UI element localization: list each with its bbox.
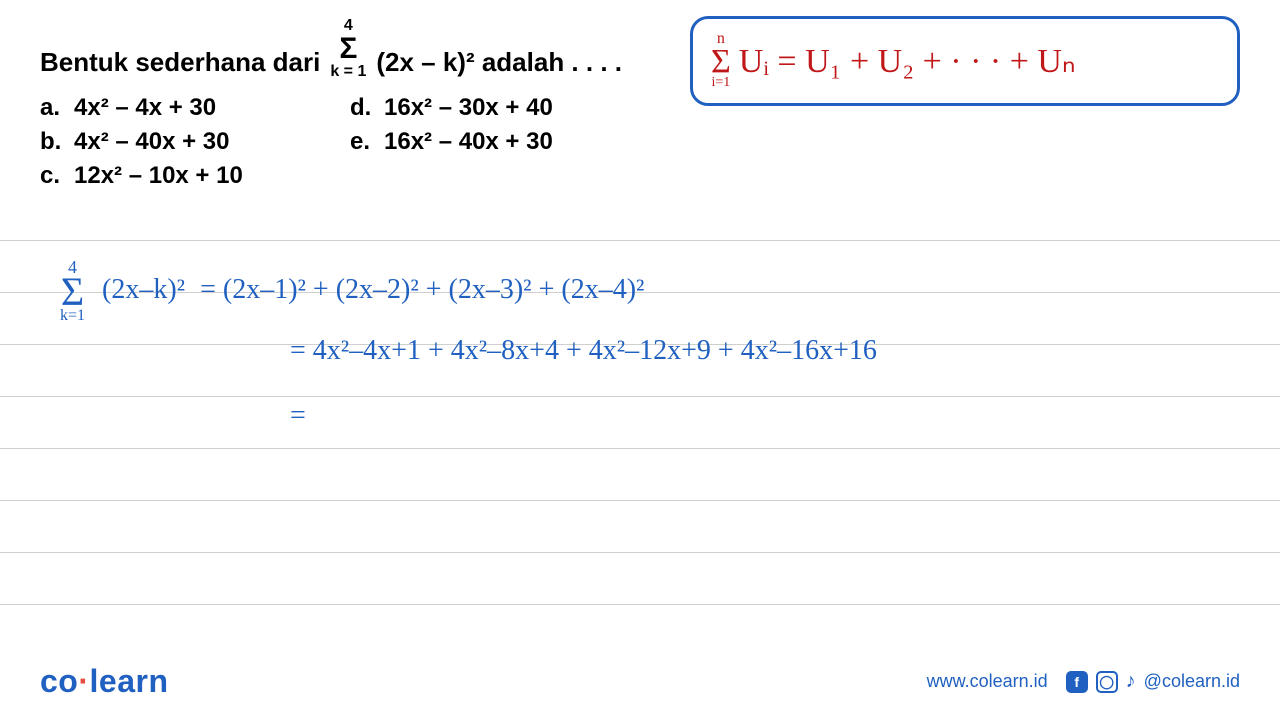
question-text: Bentuk sederhana dari 4 Σ k = 1 (2x – k)… — [40, 18, 660, 80]
formula-expansion: Uᵢ = U₁ + U₂ + · · · + Uₙ — [739, 41, 1076, 81]
logo-learn: learn — [90, 663, 169, 699]
answer-e: e. 16x² – 40x + 30 — [350, 128, 630, 156]
footer-right: www.colearn.id f ◯ ♪ @colearn.id — [927, 670, 1240, 693]
work-sigma: 4 Σ k=1 — [60, 260, 85, 323]
instagram-icon: ◯ — [1096, 671, 1118, 693]
formula-box: n Σ i=1 Uᵢ = U₁ + U₂ + · · · + Uₙ — [690, 16, 1240, 106]
answer-text: 4x² – 40x + 30 — [74, 128, 229, 156]
answer-a: a. 4x² – 4x + 30 — [40, 94, 320, 122]
answer-choices: a. 4x² – 4x + 30 d. 16x² – 30x + 40 b. 4… — [40, 94, 660, 190]
answer-b: b. 4x² – 40x + 30 — [40, 128, 320, 156]
answer-text: 4x² – 4x + 30 — [74, 94, 216, 122]
brand-logo: co·learn — [40, 663, 168, 700]
answer-letter: b. — [40, 128, 60, 156]
social-icons: f ◯ ♪ @colearn.id — [1066, 670, 1240, 693]
question-prefix: Bentuk sederhana dari — [40, 46, 320, 80]
sigma-notation: 4 Σ k = 1 — [330, 18, 366, 80]
answer-text: 12x² – 10x + 10 — [74, 162, 243, 190]
work-sigma-bot: k=1 — [60, 309, 85, 323]
formula-text: n Σ i=1 Uᵢ = U₁ + U₂ + · · · + Uₙ — [711, 32, 1076, 90]
work-line-2: = 4x²–4x+1 + 4x²–8x+4 + 4x²–12x+9 + 4x²–… — [290, 335, 877, 367]
logo-dot: · — [78, 663, 89, 699]
footer-url: www.colearn.id — [927, 671, 1048, 692]
work-lhs: (2x–k)² — [102, 274, 185, 305]
sigma-lower: k = 1 — [330, 64, 366, 80]
work-line-3: = — [290, 400, 306, 432]
work-sigma-symbol: Σ — [61, 275, 84, 309]
answer-letter: a. — [40, 94, 60, 122]
answer-c: c. 12x² – 10x + 10 — [40, 162, 320, 190]
answer-letter: c. — [40, 162, 60, 190]
answer-letter: e. — [350, 128, 370, 156]
formula-sigma-symbol: Σ — [711, 47, 731, 78]
formula-sigma-bot: i=1 — [712, 77, 731, 90]
sigma-symbol: Σ — [339, 34, 357, 64]
answer-text: 16x² – 40x + 30 — [384, 128, 553, 156]
formula-sigma: n Σ i=1 — [711, 32, 731, 90]
social-handle: @colearn.id — [1144, 671, 1240, 692]
problem-block: Bentuk sederhana dari 4 Σ k = 1 (2x – k)… — [40, 18, 660, 190]
work-rhs-1: = (2x–1)² + (2x–2)² + (2x–3)² + (2x–4)² — [200, 274, 644, 305]
answer-d: d. 16x² – 30x + 40 — [350, 94, 630, 122]
footer: co·learn www.colearn.id f ◯ ♪ @colearn.i… — [0, 663, 1280, 700]
tiktok-icon: ♪ — [1126, 670, 1136, 693]
answer-letter: d. — [350, 94, 370, 122]
facebook-icon: f — [1066, 671, 1088, 693]
logo-co: co — [40, 663, 78, 699]
question-expression: (2x – k)² adalah . . . . — [376, 46, 622, 80]
work-line-1: 4 Σ k=1 (2x–k)² = (2x–1)² + (2x–2)² + (2… — [60, 260, 644, 323]
answer-text: 16x² – 30x + 40 — [384, 94, 553, 122]
